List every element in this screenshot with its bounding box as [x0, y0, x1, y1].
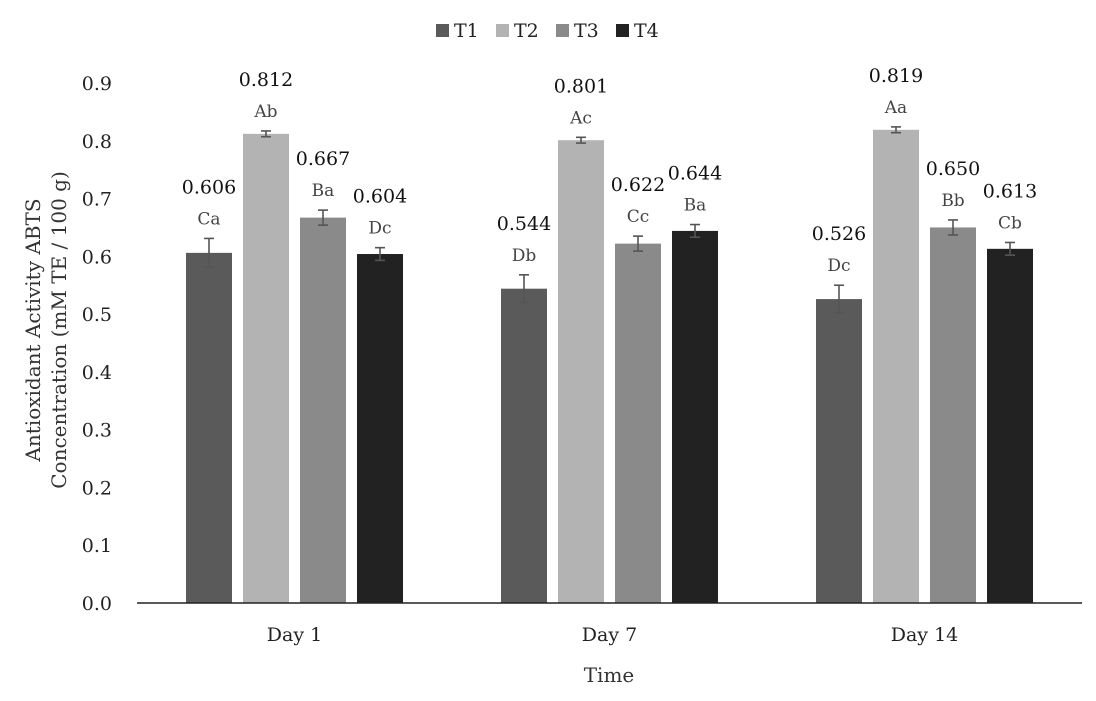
data-label: 0.544 — [497, 213, 551, 235]
significance-letter: Ca — [197, 209, 220, 229]
legend-swatch-t3 — [556, 24, 569, 37]
y-tick-label: 0.4 — [82, 362, 112, 384]
data-label: 0.622 — [611, 174, 665, 196]
data-label: 0.812 — [239, 69, 293, 91]
bar-t2 — [243, 133, 289, 603]
significance-letter: Dc — [827, 256, 850, 276]
x-tick-label: Day 1 — [267, 624, 322, 646]
legend-swatch-t4 — [616, 24, 629, 37]
data-label: 0.819 — [869, 65, 923, 87]
bar-t4 — [987, 248, 1033, 604]
significance-letter: Ba — [684, 196, 707, 216]
significance-letter: Dc — [368, 219, 391, 239]
significance-letter: Bb — [941, 191, 964, 211]
x-axis-title: Time — [584, 663, 635, 687]
x-tick-label: Day 7 — [582, 624, 637, 646]
bars — [186, 126, 1033, 604]
data-label: 0.613 — [983, 180, 1037, 202]
data-label: 0.606 — [182, 176, 236, 198]
y-tick-label: 0.1 — [82, 535, 112, 557]
legend-swatch-t1 — [436, 24, 449, 37]
y-axis-title-line-1: Antioxidant Activity ABTS — [21, 198, 45, 462]
data-label: 0.667 — [296, 148, 350, 170]
significance-letter: Cb — [998, 213, 1022, 233]
data-label: 0.644 — [668, 163, 722, 185]
y-tick-label: 0.5 — [82, 304, 112, 326]
data-label: 0.650 — [926, 158, 980, 180]
bar-t2 — [558, 140, 604, 603]
data-label: 0.526 — [812, 223, 866, 245]
bar-t4 — [672, 230, 718, 603]
bar-t1 — [186, 252, 232, 603]
bar-t4 — [357, 254, 403, 603]
legend-swatch-t2 — [496, 24, 509, 37]
legend-label-t1: T1 — [454, 20, 479, 42]
significance-letter: Ac — [569, 108, 592, 128]
legend-label-t4: T4 — [634, 20, 659, 42]
y-tick-label: 0.6 — [82, 246, 112, 268]
data-label: 0.801 — [554, 75, 608, 97]
y-tick-label: 0.3 — [82, 420, 112, 442]
y-tick-label: 0.9 — [82, 73, 112, 95]
bar-t3 — [615, 243, 661, 603]
bar-t2 — [873, 129, 919, 604]
bar-t1 — [816, 299, 862, 603]
y-axis-title-line-2: Concentration (mM TE / 100 g) — [47, 171, 71, 489]
significance-letter: Aa — [884, 98, 907, 118]
significance-letter: Ba — [312, 181, 335, 201]
bar-t1 — [501, 288, 547, 603]
data-label: 0.604 — [353, 186, 407, 208]
legend: T1 T2 T3 T4 — [436, 20, 659, 42]
data-labels: Ca 0.606 Db 0.544 Dc 0.526 Ab 0.812 Ac 0.801 Aa 0.8… — [182, 65, 1037, 276]
significance-letter: Ab — [253, 102, 277, 122]
bar-t3 — [300, 217, 346, 603]
significance-letter: Db — [512, 246, 537, 266]
y-tick-label: 0.2 — [82, 477, 112, 499]
x-axis: Day 1 Day 7 Day 14 — [137, 602, 1082, 646]
significance-letter: Cc — [627, 207, 650, 227]
bar-t3 — [930, 227, 976, 603]
legend-label-t3: T3 — [574, 20, 599, 42]
x-tick-label: Day 14 — [891, 624, 959, 646]
y-tick-label: 0.8 — [82, 131, 112, 153]
y-axis: 0.0 0.1 0.2 0.3 0.4 0.5 0.6 0.7 0.8 0.9 — [82, 73, 112, 615]
legend-label-t2: T2 — [514, 20, 539, 42]
y-tick-label: 0.0 — [82, 593, 112, 615]
y-tick-label: 0.7 — [82, 189, 112, 211]
